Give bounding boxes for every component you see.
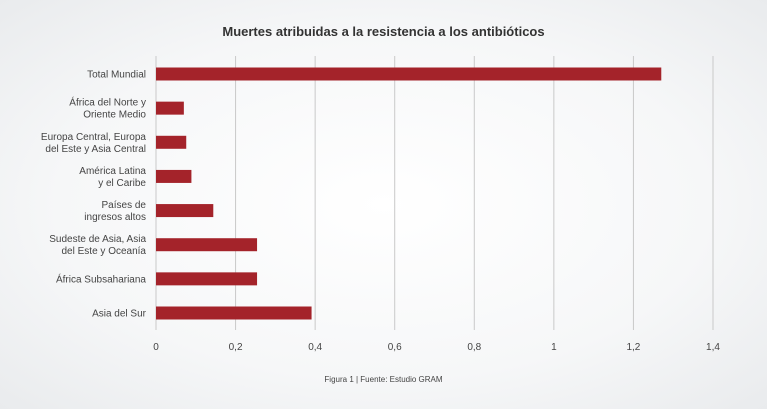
x-tick-label: 0,8 bbox=[467, 342, 481, 353]
x-tick-label: 0,2 bbox=[229, 342, 243, 353]
chart-title: Muertes atribuidas a la resistencia a lo… bbox=[222, 24, 545, 39]
category-label: África Subsahariana bbox=[56, 272, 146, 285]
x-tick-label: 1,4 bbox=[706, 342, 720, 353]
x-tick-label: 1,2 bbox=[626, 342, 640, 353]
x-tick-label: 0,4 bbox=[308, 342, 322, 353]
bar bbox=[156, 135, 187, 149]
x-tick-label: 0 bbox=[153, 342, 159, 353]
bar bbox=[156, 306, 312, 320]
category-label: Sudeste de Asia, Asia del Este y Oceanía bbox=[49, 234, 146, 257]
category-label: Países de ingresos altos bbox=[84, 200, 146, 223]
category-label: América Latina y el Caribe bbox=[79, 166, 146, 189]
figure-caption: Figura 1 | Fuente: Estudio GRAM bbox=[324, 375, 443, 384]
category-label: Total Mundial bbox=[87, 70, 146, 81]
category-label: África del Norte y Oriente Medio bbox=[69, 96, 146, 121]
bar bbox=[156, 169, 192, 183]
bar bbox=[156, 204, 214, 218]
x-tick-label: 0,6 bbox=[388, 342, 402, 353]
bar bbox=[156, 67, 662, 81]
bar bbox=[156, 272, 258, 286]
category-label: Asia del Sur bbox=[92, 309, 147, 320]
bar bbox=[156, 101, 184, 115]
bar bbox=[156, 238, 258, 252]
x-tick-label: 1 bbox=[551, 342, 557, 353]
category-label: Europa Central, Europa del Este y Asia Ce… bbox=[41, 132, 147, 155]
